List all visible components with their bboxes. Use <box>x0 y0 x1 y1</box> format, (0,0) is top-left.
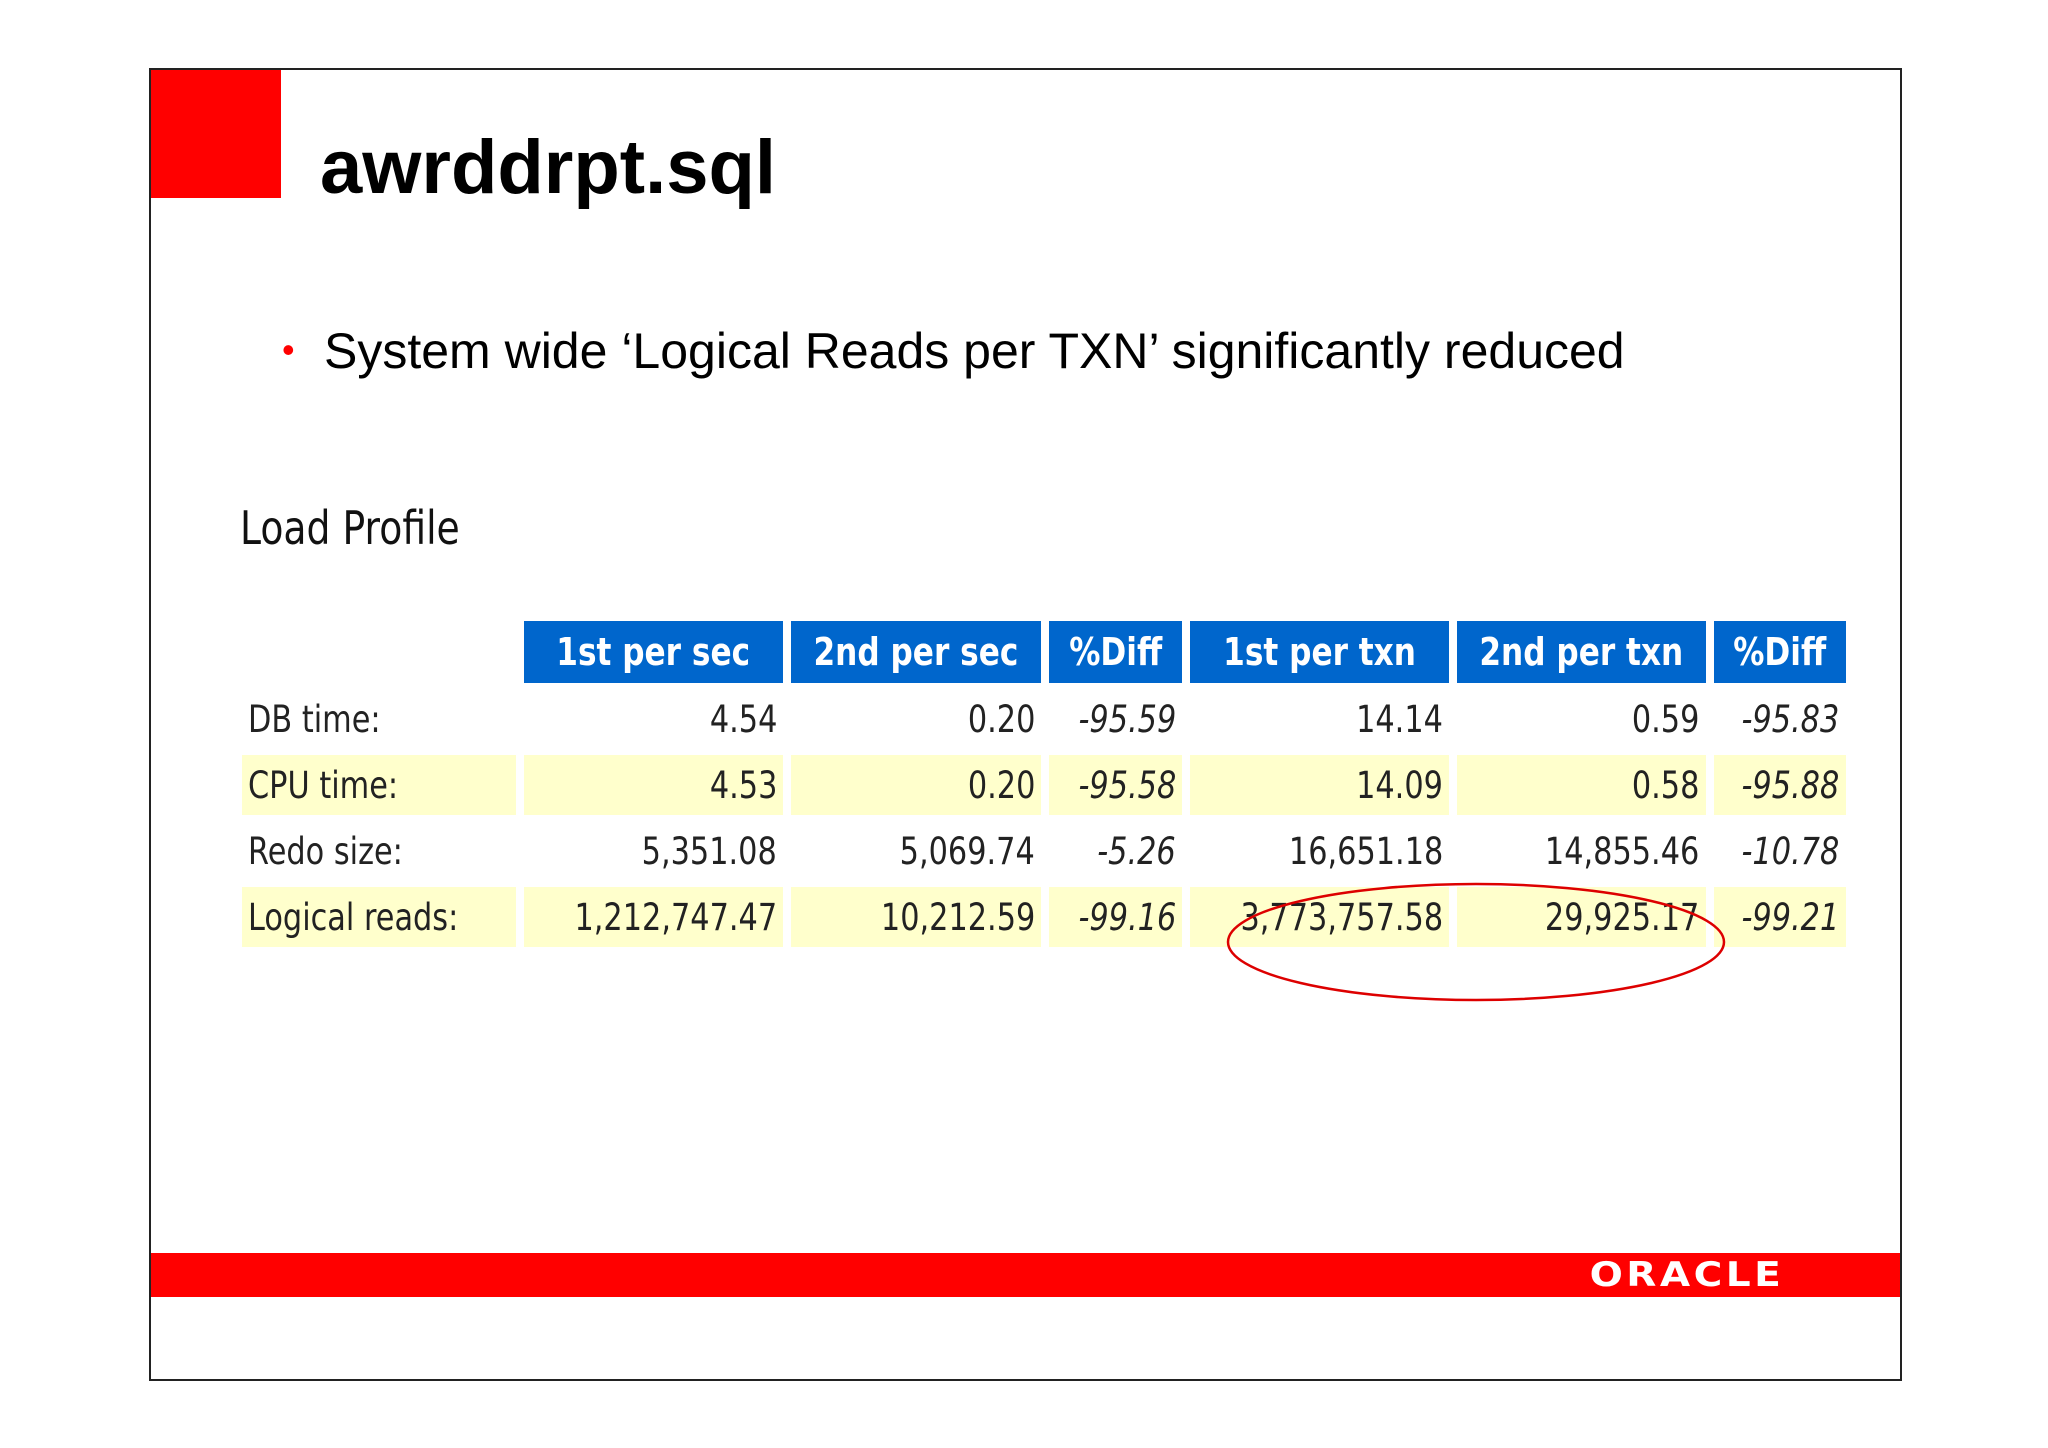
cell-2nd-per-sec: 0.20 <box>967 697 1035 741</box>
footer-bar: ORACLE <box>151 1253 1900 1297</box>
title-accent-block <box>151 70 281 198</box>
table-row-db-time: DB time: 4.54 0.20 -95.59 14.14 0.59 -95… <box>242 689 1846 749</box>
cell-2nd-per-txn: 0.58 <box>1457 755 1706 815</box>
cell-1st-per-sec: 1,212,747.47 <box>524 887 784 947</box>
cell-2nd-per-txn: 14,855.46 <box>1545 829 1700 873</box>
slide-frame <box>149 68 1902 1381</box>
header-diff-per-sec: %Diff <box>1048 621 1182 683</box>
cell-diff-per-sec: -5.26 <box>1097 829 1176 873</box>
cell-1st-per-sec: 5,351.08 <box>642 829 778 873</box>
cell-2nd-per-txn: 29,925.17 <box>1457 887 1706 947</box>
table-header-row: 1st per sec 2nd per sec %Diff 1st per tx… <box>242 621 1846 683</box>
cell-1st-per-txn: 3,773,757.58 <box>1189 887 1450 947</box>
cell-2nd-per-sec: 5,069.74 <box>899 829 1035 873</box>
load-profile-heading: Load Profile <box>240 501 460 555</box>
header-2nd-per-txn: 2nd per txn <box>1457 621 1706 683</box>
cell-1st-per-txn: 14.09 <box>1189 755 1450 815</box>
cell-diff-per-sec: -99.16 <box>1048 887 1182 947</box>
cell-diff-per-sec: -95.59 <box>1078 697 1176 741</box>
cell-1st-per-sec: 4.54 <box>709 697 778 741</box>
cell-diff-per-sec: -95.58 <box>1048 755 1182 815</box>
bullet-icon: • <box>282 329 295 370</box>
table-row-logical-reads: Logical reads: 1,212,747.47 10,212.59 -9… <box>242 887 1846 947</box>
row-label: Logical reads: <box>242 887 516 947</box>
bullet-text: System wide ‘Logical Reads per TXN’ sign… <box>324 323 1625 379</box>
header-diff-per-txn: %Diff <box>1713 621 1846 683</box>
cell-2nd-per-sec: 10,212.59 <box>791 887 1041 947</box>
cell-diff-per-txn: -10.78 <box>1741 829 1840 873</box>
cell-1st-per-sec: 4.53 <box>524 755 784 815</box>
header-1st-per-txn: 1st per txn <box>1189 621 1450 683</box>
slide-title: awrddrpt.sql <box>320 125 777 210</box>
header-blank <box>242 621 516 683</box>
cell-2nd-per-txn: 0.59 <box>1632 697 1700 741</box>
cell-diff-per-txn: -99.21 <box>1713 887 1846 947</box>
load-profile-table: 1st per sec 2nd per sec %Diff 1st per tx… <box>234 615 1854 953</box>
row-label: DB time: <box>248 697 381 741</box>
table-row-redo-size: Redo size: 5,351.08 5,069.74 -5.26 16,65… <box>242 821 1846 881</box>
header-2nd-per-sec: 2nd per sec <box>791 621 1041 683</box>
oracle-logo: ORACLE <box>1589 1255 1784 1295</box>
cell-1st-per-txn: 16,651.18 <box>1288 829 1444 873</box>
bullet-point: • System wide ‘Logical Reads per TXN’ sig… <box>282 326 1625 376</box>
header-1st-per-sec: 1st per sec <box>524 621 784 683</box>
cell-1st-per-txn: 14.14 <box>1356 697 1444 741</box>
cell-diff-per-txn: -95.88 <box>1713 755 1846 815</box>
row-label: CPU time: <box>242 755 516 815</box>
row-label: Redo size: <box>248 829 403 873</box>
cell-2nd-per-sec: 0.20 <box>791 755 1041 815</box>
cell-diff-per-txn: -95.83 <box>1741 697 1840 741</box>
table-row-cpu-time: CPU time: 4.53 0.20 -95.58 14.09 0.58 -9… <box>242 755 1846 815</box>
